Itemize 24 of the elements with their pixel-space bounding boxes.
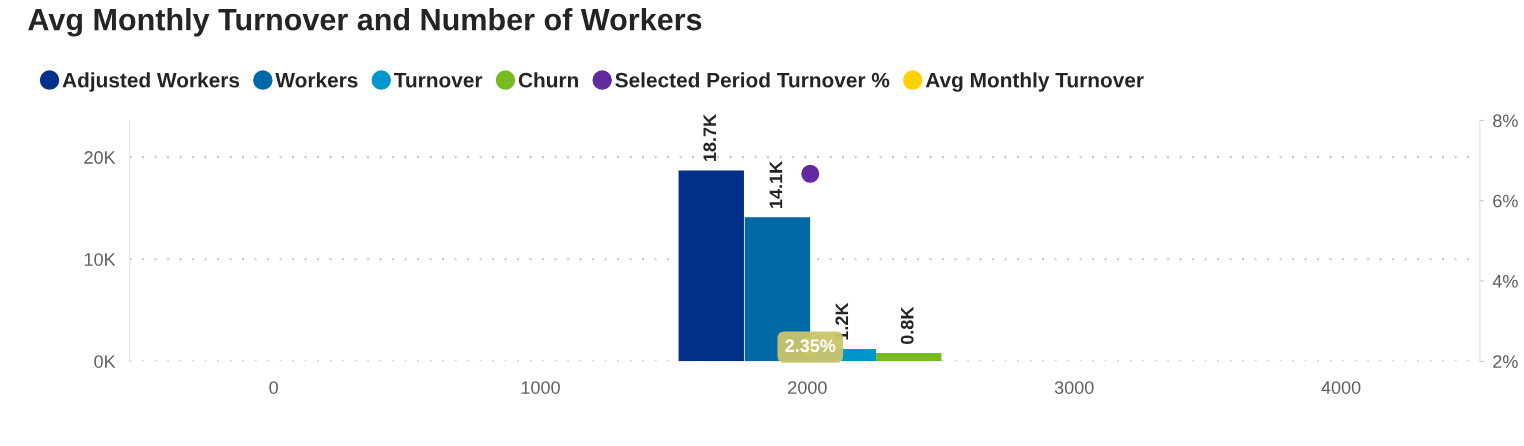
legend-label: Selected Period Turnover % — [615, 72, 890, 88]
x-tick-label: 0 — [269, 381, 278, 394]
data-label: 0.8K — [900, 306, 914, 345]
data-label: 14.1K — [769, 161, 783, 208]
y-tick-label: 20K — [84, 151, 116, 164]
data-label: 2.35% — [785, 339, 836, 353]
x-tick-label: 4000 — [1321, 381, 1361, 394]
legend-label: Adjusted Workers — [62, 72, 240, 92]
legend-label: Avg Monthly Turnover — [925, 72, 1144, 92]
y-tick-label: 0K — [94, 355, 116, 368]
y2-tick-label: 8% — [1493, 114, 1518, 128]
y2-tick-label: 2% — [1493, 355, 1518, 368]
x-tick-label: 2000 — [788, 381, 827, 394]
x-tick-label: 3000 — [1054, 381, 1094, 394]
legend-label: Turnover — [394, 73, 483, 88]
x-tick-label: 1000 — [521, 381, 560, 394]
data-label: 1.2K — [835, 302, 849, 340]
y-tick-label: 10K — [84, 253, 116, 266]
legend-label: Churn — [518, 72, 578, 88]
chart-title: Avg Monthly Turnover and Number of Workers — [28, 7, 702, 37]
data-label: 18.7K — [703, 114, 717, 161]
legend-label: Workers — [275, 72, 358, 88]
y2-tick-label: 6% — [1493, 194, 1518, 208]
y2-tick-label: 4% — [1492, 274, 1518, 288]
